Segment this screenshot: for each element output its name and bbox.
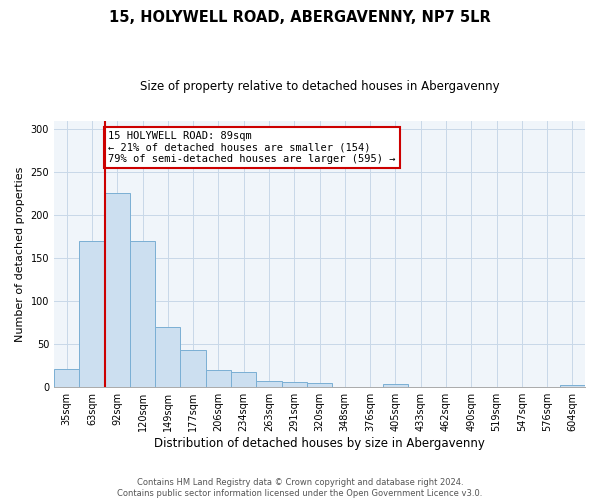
Bar	[130, 241, 155, 387]
Text: 15 HOLYWELL ROAD: 89sqm
← 21% of detached houses are smaller (154)
79% of semi-d: 15 HOLYWELL ROAD: 89sqm ← 21% of detache…	[109, 131, 396, 164]
Bar	[155, 327, 181, 387]
Bar	[281, 382, 307, 387]
Text: 15, HOLYWELL ROAD, ABERGAVENNY, NP7 5LR: 15, HOLYWELL ROAD, ABERGAVENNY, NP7 5LR	[109, 10, 491, 25]
Bar	[231, 372, 256, 387]
Bar	[104, 193, 130, 387]
Bar	[206, 370, 231, 387]
Y-axis label: Number of detached properties: Number of detached properties	[15, 166, 25, 342]
Bar	[383, 384, 408, 387]
Bar	[54, 369, 79, 387]
Bar	[256, 381, 281, 387]
Bar	[307, 383, 332, 387]
Bar	[79, 241, 104, 387]
Text: Contains HM Land Registry data © Crown copyright and database right 2024.
Contai: Contains HM Land Registry data © Crown c…	[118, 478, 482, 498]
Bar	[560, 386, 585, 387]
X-axis label: Distribution of detached houses by size in Abergavenny: Distribution of detached houses by size …	[154, 437, 485, 450]
Title: Size of property relative to detached houses in Abergavenny: Size of property relative to detached ho…	[140, 80, 499, 93]
Bar	[181, 350, 206, 387]
